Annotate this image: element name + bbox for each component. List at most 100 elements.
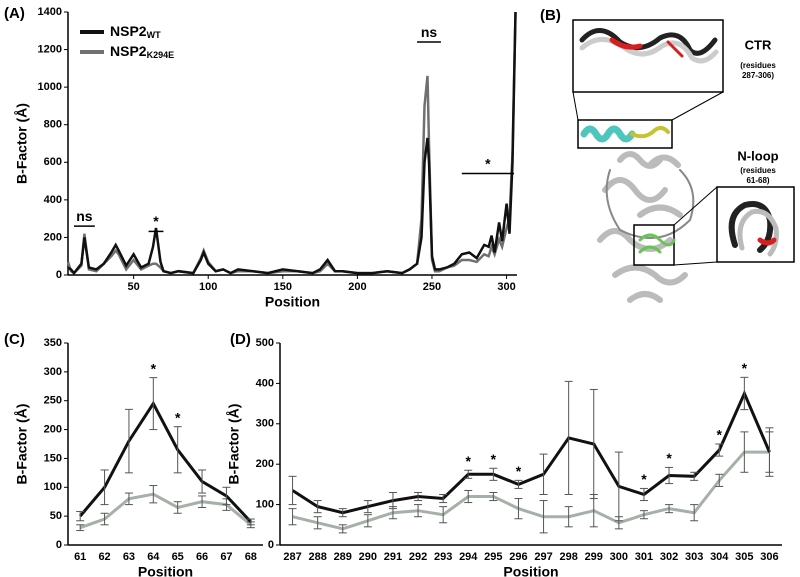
error-bar bbox=[740, 431, 749, 473]
error-bar bbox=[715, 443, 724, 457]
y-tick-label: 0 bbox=[268, 539, 274, 551]
series-line bbox=[79, 492, 252, 530]
y-tick-label: 200 bbox=[44, 423, 62, 435]
x-tick-label: 67 bbox=[220, 551, 232, 563]
error-bar bbox=[198, 469, 207, 494]
error-bar bbox=[363, 500, 372, 514]
error-bar bbox=[715, 473, 724, 487]
y-tick-label: 800 bbox=[44, 119, 62, 131]
error-bar bbox=[198, 495, 207, 508]
panel-label: (B) bbox=[540, 7, 561, 24]
error-bar bbox=[690, 504, 699, 522]
x-tick-label: 287 bbox=[283, 551, 301, 563]
x-tick-label: 100 bbox=[199, 281, 217, 293]
error-bar bbox=[539, 500, 548, 534]
error-bar bbox=[100, 512, 109, 526]
y-tick-label: 1400 bbox=[38, 6, 62, 18]
error-bar bbox=[639, 510, 648, 520]
ctr-residues: (residues bbox=[740, 61, 776, 70]
error-bar bbox=[173, 501, 182, 514]
y-axis-label: B-Factor (Å) bbox=[226, 404, 242, 485]
panel-label: (A) bbox=[4, 5, 25, 22]
annotation: * bbox=[717, 427, 723, 443]
ctr-title: CTR bbox=[745, 37, 772, 52]
y-tick-label: 200 bbox=[256, 458, 274, 470]
y-tick-label: 300 bbox=[44, 366, 62, 378]
x-tick-label: 64 bbox=[147, 551, 160, 563]
error-bar bbox=[76, 511, 85, 522]
y-axis-label: B-Factor (Å) bbox=[14, 103, 30, 184]
error-bar bbox=[414, 504, 423, 518]
x-axis-label: Position bbox=[265, 294, 320, 310]
error-bar bbox=[388, 491, 397, 510]
annotation: ns bbox=[421, 24, 438, 40]
x-tick-label: 66 bbox=[196, 551, 208, 563]
nloop-residues: 61-68) bbox=[746, 176, 769, 185]
x-tick-label: 297 bbox=[534, 551, 552, 563]
x-tick-label: 292 bbox=[409, 551, 427, 563]
error-bar bbox=[222, 486, 231, 506]
series-line bbox=[291, 389, 771, 515]
error-bar bbox=[614, 451, 623, 522]
error-bar bbox=[514, 479, 523, 489]
y-tick-label: 200 bbox=[44, 231, 62, 243]
error-bar bbox=[489, 467, 498, 481]
y-tick-label: 1000 bbox=[38, 81, 62, 93]
error-bar bbox=[539, 453, 548, 495]
y-tick-label: 0 bbox=[56, 539, 62, 551]
annotation: * bbox=[666, 450, 672, 466]
x-tick-label: 289 bbox=[334, 551, 352, 563]
error-bar bbox=[464, 469, 473, 479]
x-tick-label: 304 bbox=[710, 551, 729, 563]
error-bar bbox=[288, 508, 297, 526]
y-tick-label: 400 bbox=[44, 194, 62, 206]
y-tick-label: 350 bbox=[44, 337, 62, 349]
error-bar bbox=[740, 376, 749, 411]
error-bar bbox=[76, 524, 85, 532]
x-tick-label: 296 bbox=[509, 551, 527, 563]
error-bar bbox=[414, 491, 423, 502]
y-tick-label: 50 bbox=[50, 510, 62, 522]
x-tick-label: 293 bbox=[434, 551, 452, 563]
annotation: * bbox=[153, 213, 159, 229]
legend-label: NSP2K294E bbox=[110, 43, 174, 61]
error-bar bbox=[288, 475, 297, 506]
error-bar bbox=[173, 426, 182, 474]
annotation: * bbox=[742, 360, 748, 376]
x-tick-label: 200 bbox=[348, 281, 366, 293]
error-bar bbox=[363, 514, 372, 528]
x-tick-label: 305 bbox=[735, 551, 753, 563]
error-bar bbox=[464, 489, 473, 504]
error-bar bbox=[665, 504, 674, 514]
error-bar bbox=[564, 380, 573, 495]
nloop-title: N-loop bbox=[737, 148, 778, 163]
error-bar bbox=[124, 492, 133, 506]
error-bar bbox=[338, 508, 347, 518]
x-tick-label: 303 bbox=[685, 551, 703, 563]
y-tick-label: 250 bbox=[44, 395, 62, 407]
x-tick-label: 61 bbox=[74, 551, 86, 563]
error-bar bbox=[439, 506, 448, 524]
y-tick-label: 0 bbox=[56, 269, 62, 281]
x-tick-label: 300 bbox=[497, 281, 515, 293]
ctr-residues: 287-306) bbox=[742, 71, 774, 80]
x-tick-label: 306 bbox=[760, 551, 778, 563]
panel-label: (C) bbox=[4, 331, 25, 348]
error-bar bbox=[639, 487, 648, 502]
error-bar bbox=[439, 494, 448, 504]
nloop-residues: (residues bbox=[740, 166, 776, 175]
error-bar bbox=[514, 498, 523, 520]
error-bar bbox=[589, 388, 598, 500]
annotation: * bbox=[485, 155, 491, 171]
annotation: * bbox=[175, 409, 181, 425]
x-tick-label: 65 bbox=[172, 551, 184, 563]
y-tick-label: 600 bbox=[44, 156, 62, 168]
panel-b-art bbox=[572, 19, 795, 303]
series-line bbox=[67, 11, 517, 276]
annotation: * bbox=[516, 463, 522, 479]
x-tick-label: 298 bbox=[559, 551, 577, 563]
error-bar bbox=[564, 506, 573, 528]
x-tick-label: 62 bbox=[98, 551, 110, 563]
error-bar bbox=[100, 469, 109, 506]
